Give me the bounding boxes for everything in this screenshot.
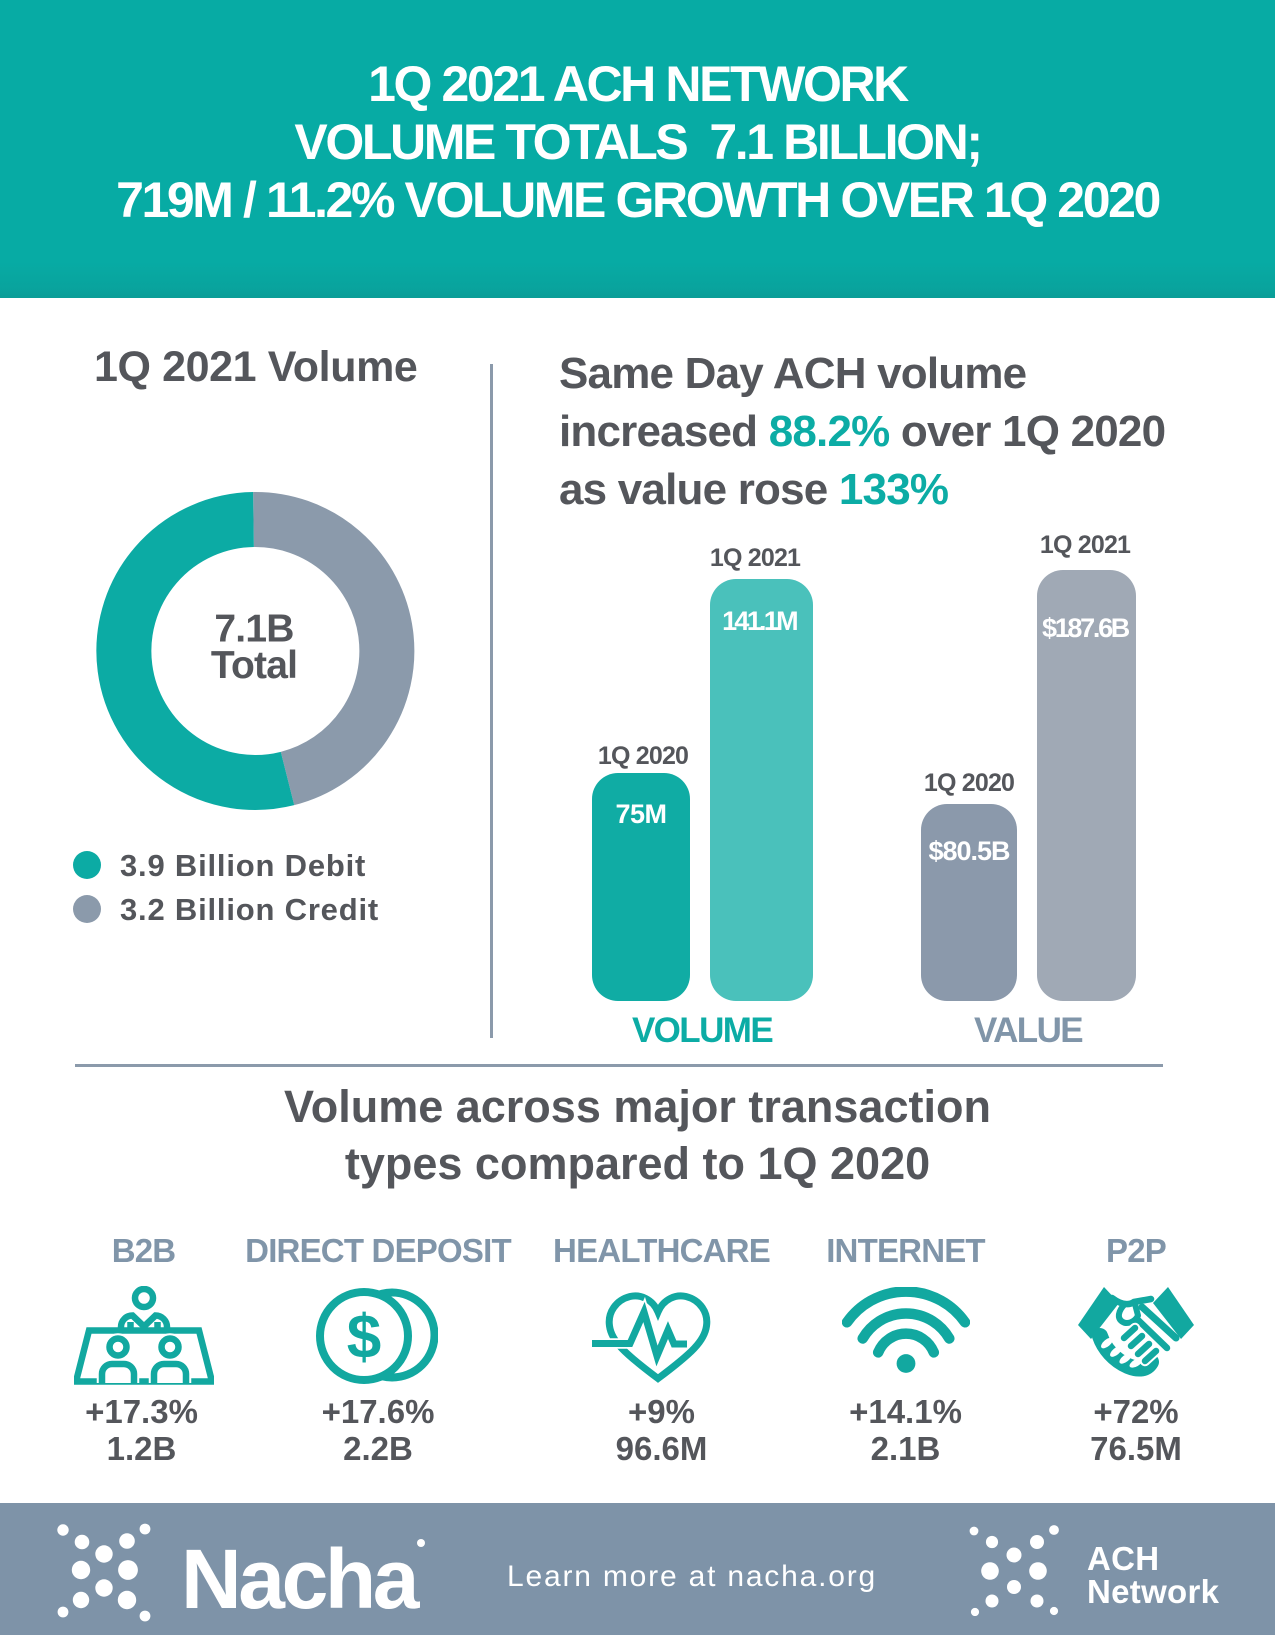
svg-text:Total: Total [211,644,297,687]
svg-text:$: $ [347,1303,381,1372]
svg-text:7.1B: 7.1B [214,608,293,651]
